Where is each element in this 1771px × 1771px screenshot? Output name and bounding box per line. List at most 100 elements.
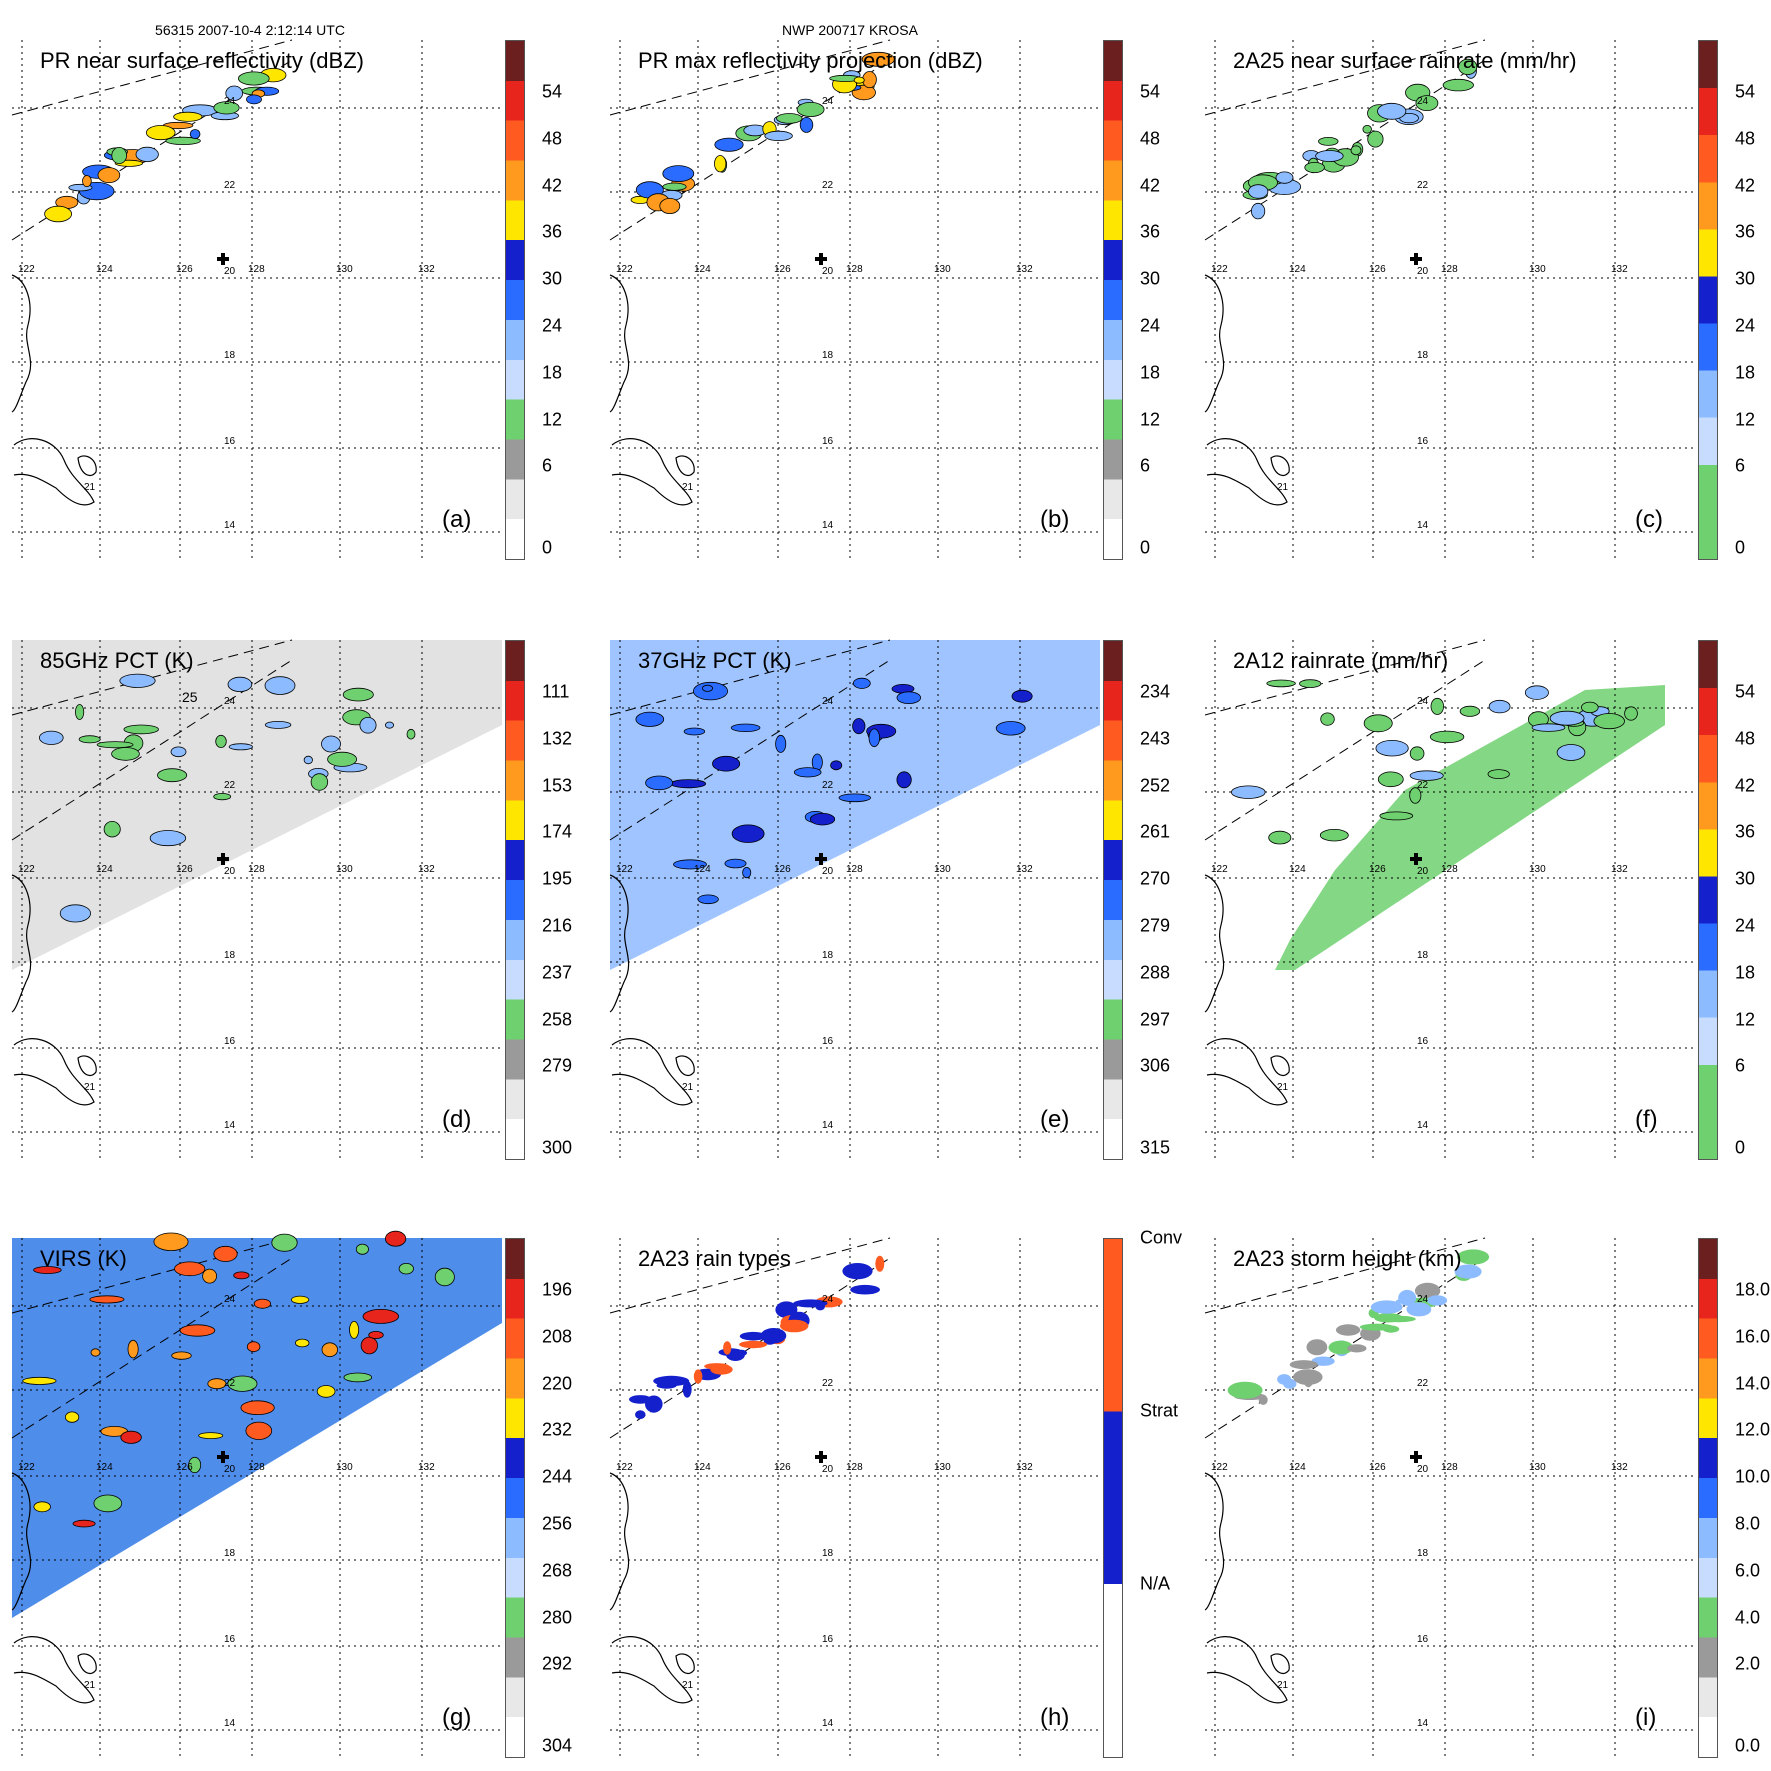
- echo-cell: [809, 812, 836, 826]
- colorbar-tick: 6: [1735, 455, 1746, 476]
- echo-cell: [1011, 689, 1033, 703]
- echo-cell: [868, 728, 881, 748]
- lon-label-132: 132: [418, 1462, 435, 1473]
- echo-cell: [1370, 1300, 1403, 1314]
- island-label: 21: [84, 482, 96, 493]
- coastline-island: [1270, 455, 1290, 477]
- echo-cell: [1277, 1374, 1292, 1385]
- echo-cell: [1429, 730, 1465, 744]
- swath-background: [610, 640, 1100, 970]
- map-b: 122 124 126 128 130 132 24 22 20 18 16 14 21: [609, 39, 1100, 560]
- echo-cell: [303, 755, 313, 765]
- swath-edge-upper: [609, 39, 891, 116]
- echo-cell: [72, 1519, 96, 1528]
- echo-cell: [1409, 787, 1422, 804]
- lat-label-22: 22: [1417, 780, 1429, 791]
- colorbar-tick: 153: [542, 775, 573, 796]
- lon-label-124: 124: [96, 864, 113, 875]
- echo-cell: [135, 146, 159, 163]
- colorbar: [1103, 1238, 1123, 1758]
- echo-cell: [838, 793, 872, 803]
- lat-label-24: 24: [224, 1294, 236, 1305]
- panel-e: 122 124 126 128 130 132 24 22 20 18 16 14 21 37GHz PC…: [609, 639, 1170, 1160]
- coastline-island: [675, 455, 695, 477]
- storm-center-marker: [1410, 853, 1422, 865]
- echo-cell: [635, 711, 665, 727]
- echo-cell: [670, 779, 707, 789]
- echo-cell: [730, 723, 761, 732]
- colorbar-tick: 6: [1735, 1055, 1746, 1076]
- panel-title: 37GHz PCT (K): [638, 648, 792, 673]
- echo-cell: [33, 1501, 51, 1513]
- lat-label-18: 18: [1417, 950, 1429, 961]
- echo-cell: [659, 197, 681, 214]
- echo-cell: [1328, 1340, 1354, 1355]
- panel-label: (b): [1040, 506, 1070, 533]
- map-f: 122 124 126 128 130 132 24 22 20 18 16 14 21: [1204, 639, 1695, 1160]
- echo-cell: [171, 1351, 192, 1360]
- echo-cell: [78, 735, 101, 744]
- lat-label-16: 16: [822, 436, 834, 447]
- colorbar-tick: 270: [1140, 868, 1171, 889]
- echo-cell: [246, 1341, 261, 1353]
- echo-cell: [179, 1324, 216, 1337]
- coastline-visayas: [1206, 438, 1288, 506]
- colorbar: [505, 640, 525, 1160]
- map-a: 122 124 126 128 130 132 24 22 20 18 16 14 21: [11, 39, 502, 560]
- lon-label-126: 126: [1369, 264, 1386, 275]
- echo-cell: [321, 1342, 339, 1357]
- colorbar-tick: 54: [1140, 81, 1161, 102]
- map-g: 122 124 126 128 130 132 24 22 20 18 16 14 21: [11, 1230, 502, 1758]
- lon-label-126: 126: [176, 1462, 193, 1473]
- echo-cell: [775, 1301, 798, 1318]
- echo-cell: [198, 1432, 224, 1440]
- echo-cell: [343, 1372, 373, 1383]
- colorbar: [1698, 40, 1718, 560]
- echo-cell: [1409, 746, 1425, 761]
- echo-cell: [673, 859, 707, 870]
- echo-cell: [850, 1284, 880, 1295]
- swath-edge-upper: [1204, 639, 1486, 716]
- lon-label-132: 132: [418, 264, 435, 275]
- echo-cell: [90, 1348, 101, 1357]
- echo-cell: [830, 760, 843, 771]
- echo-cell: [1415, 95, 1439, 111]
- storm-center-marker: [217, 253, 229, 265]
- echo-cell: [1347, 1344, 1367, 1353]
- echo-cell: [368, 1331, 384, 1340]
- lon-label-124: 124: [1289, 264, 1306, 275]
- lat-label-18: 18: [224, 1548, 236, 1559]
- echo-cell: [736, 1349, 747, 1356]
- lon-label-128: 128: [248, 1462, 265, 1473]
- storm-center-marker: [217, 853, 229, 865]
- echo-cell: [739, 1340, 768, 1349]
- lat-label-20: 20: [224, 266, 236, 277]
- colorbar: [1698, 1238, 1718, 1758]
- lat-label-24: 24: [822, 696, 834, 707]
- colorbar-tick: 12.0: [1735, 1419, 1771, 1440]
- echo-cell: [1268, 830, 1292, 845]
- swath-edge-upper: [11, 1237, 293, 1314]
- island-label: 21: [682, 1680, 694, 1691]
- echo-cell: [1359, 1323, 1394, 1331]
- lon-label-132: 132: [1016, 264, 1033, 275]
- lat-label-24: 24: [1417, 96, 1429, 107]
- lat-label-24: 24: [1417, 1294, 1429, 1305]
- colorbar: [1103, 40, 1123, 560]
- lat-label-20: 20: [822, 1464, 834, 1475]
- echo-cell: [861, 51, 895, 67]
- swath-edge-upper: [609, 639, 891, 716]
- lon-label-130: 130: [336, 1462, 353, 1473]
- lat-label-18: 18: [822, 350, 834, 361]
- echo-cell: [1362, 125, 1372, 134]
- echo-cell: [103, 820, 121, 838]
- coastline-luzon: [1204, 1472, 1225, 1611]
- echo-cell: [174, 1261, 206, 1277]
- colorbar-tick: 279: [542, 1055, 573, 1076]
- echo-cell: [245, 1421, 273, 1440]
- lat-label-20: 20: [822, 266, 834, 277]
- coastline-luzon: [1204, 874, 1225, 1013]
- panel-label: (c): [1635, 506, 1663, 533]
- echo-cell: [359, 717, 377, 734]
- swath-edge-upper: [609, 1237, 891, 1314]
